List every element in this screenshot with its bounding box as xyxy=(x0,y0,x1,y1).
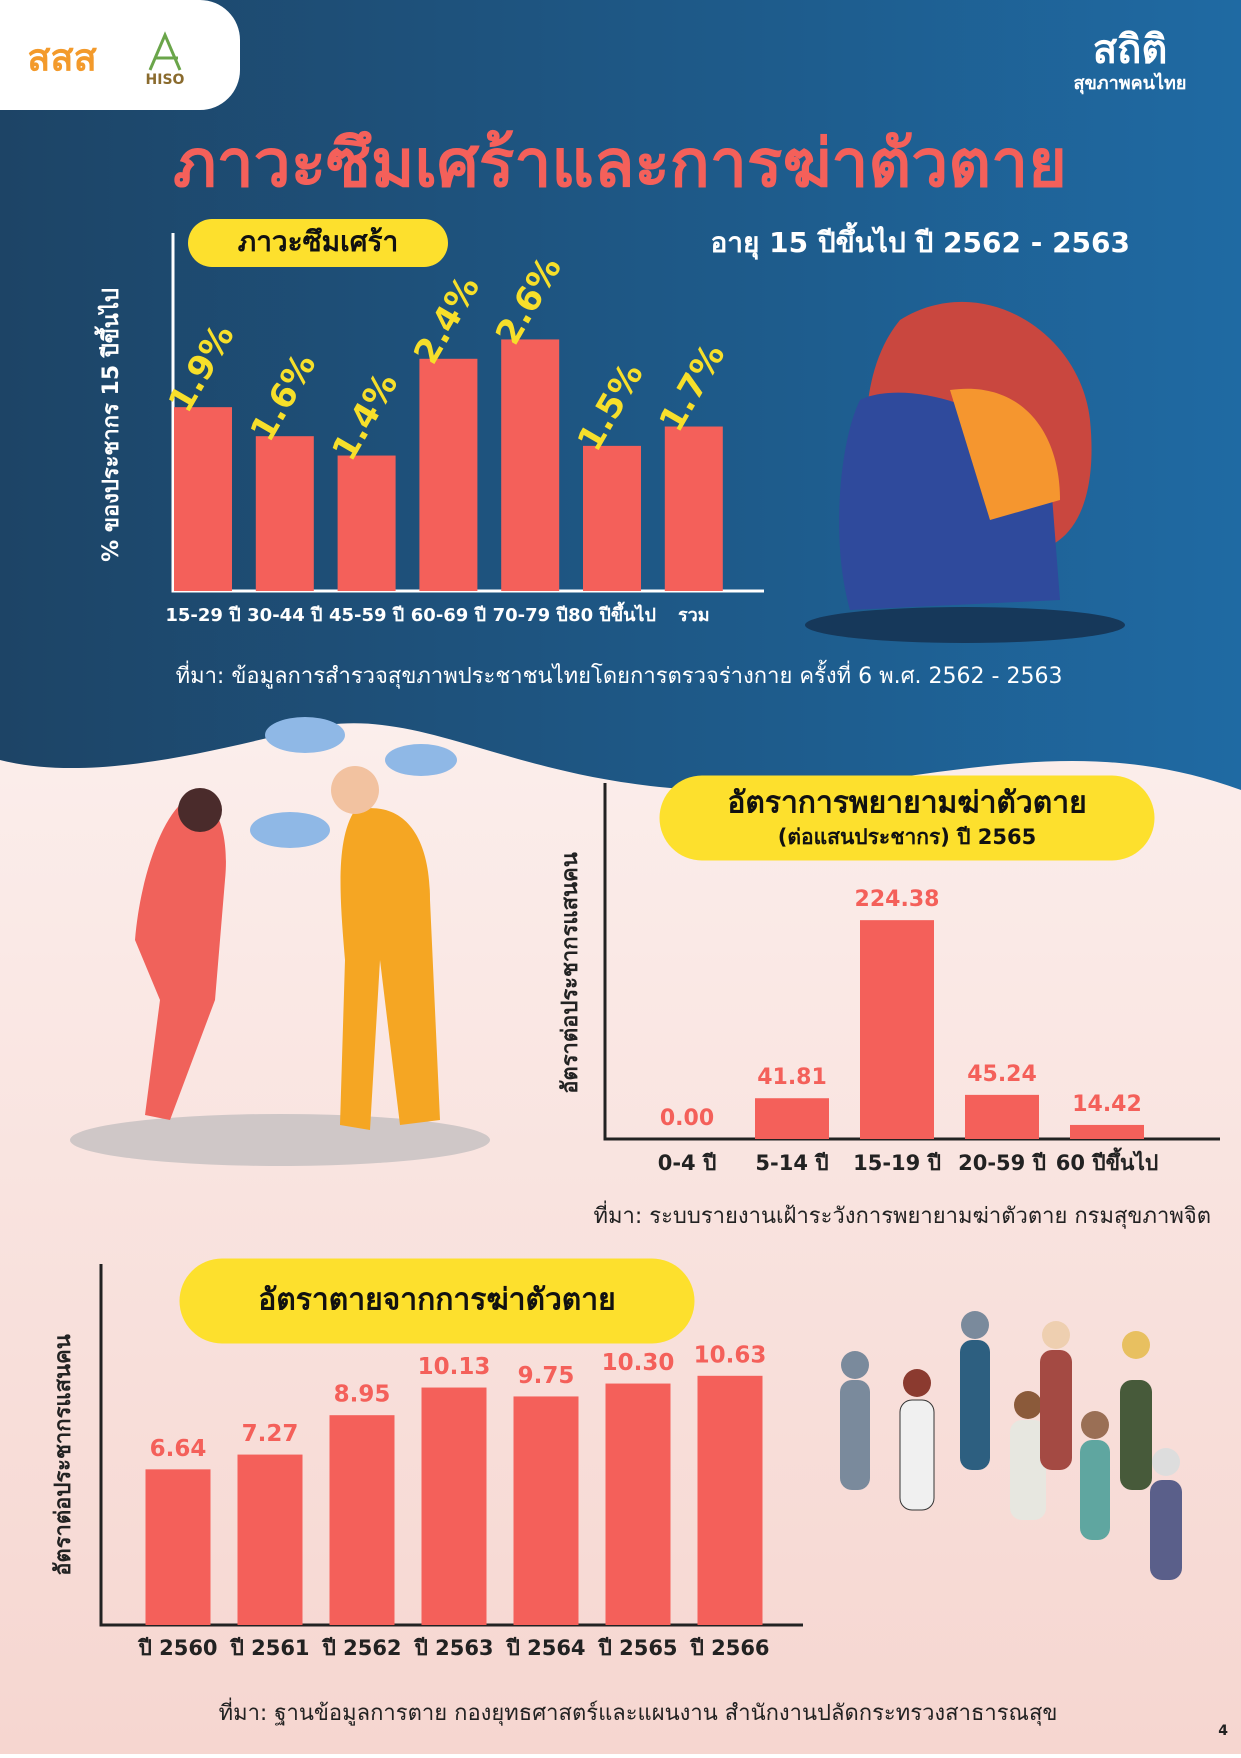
x-tick-label: 15-19 ปี xyxy=(853,1151,941,1175)
sad-man-head xyxy=(331,766,379,814)
cloud xyxy=(250,812,330,848)
value-label: 10.63 xyxy=(694,1342,767,1368)
value-label: 0.00 xyxy=(660,1106,714,1131)
cloud xyxy=(385,744,457,776)
bar xyxy=(419,358,478,591)
x-tick-label: 0-4 ปี xyxy=(658,1151,717,1175)
bar xyxy=(860,920,934,1139)
chart-title: อัตราตายจากการฆ่าตัวตาย xyxy=(258,1283,615,1318)
bar xyxy=(755,1098,829,1139)
x-tick-label: ปี 2565 xyxy=(597,1636,678,1660)
x-tick-label: ปี 2563 xyxy=(413,1636,494,1660)
bar xyxy=(421,1387,487,1625)
value-label: 224.38 xyxy=(855,887,940,912)
x-tick-label: 20-59 ปี xyxy=(958,1151,1046,1175)
bar xyxy=(337,455,396,591)
sad-man xyxy=(340,808,440,1130)
y-axis-label: % ของประชากร 15 ปีขึ้นไป xyxy=(94,288,124,562)
bar xyxy=(1070,1124,1144,1139)
shadow xyxy=(805,607,1125,643)
x-tick-label: 15-29 ปี xyxy=(165,605,240,626)
x-tick-label: ปี 2561 xyxy=(229,1636,310,1660)
x-tick-label: 70-79 ปี xyxy=(493,605,568,626)
page-number: 4 xyxy=(1218,1723,1228,1739)
x-tick-label: 30-44 ปี xyxy=(247,605,322,626)
x-tick-label: 5-14 ปี xyxy=(755,1151,828,1175)
chart-title: อัตราการพยายามฆ่าตัวตาย xyxy=(727,786,1086,821)
title-pill xyxy=(659,775,1155,861)
bar xyxy=(965,1094,1039,1139)
value-label: 10.13 xyxy=(418,1354,491,1380)
x-tick-label: 80 ปีขึ้นไป xyxy=(568,601,656,626)
title-pill xyxy=(179,1258,695,1344)
bar xyxy=(605,1383,671,1625)
bar xyxy=(583,445,641,591)
value-label: 8.95 xyxy=(334,1382,391,1408)
bar xyxy=(664,426,723,591)
bar xyxy=(697,1375,763,1625)
bar xyxy=(174,407,232,591)
logo-hiso-mark xyxy=(148,31,182,71)
crying-woman-head xyxy=(178,788,222,832)
bar xyxy=(255,436,314,591)
x-tick-label: ปี 2564 xyxy=(505,1636,586,1660)
x-tick-label: ปี 2566 xyxy=(689,1636,770,1660)
x-tick-label: 60 ปีขึ้นไป xyxy=(1056,1147,1158,1175)
cloud xyxy=(265,717,345,753)
logo-stat: สถิติ xyxy=(1093,27,1168,73)
value-label: 6.64 xyxy=(150,1436,207,1462)
source-note: ที่มา: ฐานข้อมูลการตาย กองยุทธศาสตร์และแ… xyxy=(219,1697,1058,1726)
chart-subtitle: (ต่อแสนประชากร) ปี 2565 xyxy=(778,825,1036,849)
logo-panel xyxy=(0,0,240,110)
x-tick-label: ปี 2562 xyxy=(321,1636,402,1660)
bar xyxy=(145,1469,211,1625)
crying-woman xyxy=(135,798,226,1120)
logo-stat-sub: สุขภาพคนไทย xyxy=(1074,72,1187,95)
value-label: 7.27 xyxy=(242,1421,299,1447)
source-note: ที่มา: ระบบรายงานเฝ้าระวังการพยายามฆ่าตั… xyxy=(594,1200,1211,1229)
chart-title: ภาวะซึมเศร้า xyxy=(238,225,399,258)
bar xyxy=(237,1454,303,1625)
bar xyxy=(329,1415,395,1625)
logo-hiso: HISO xyxy=(146,72,185,88)
crowd xyxy=(840,1311,1182,1580)
y-axis-label: อัตราต่อประชากรแสนคน xyxy=(51,1334,76,1576)
title-pill xyxy=(188,219,448,267)
value-label: 9.75 xyxy=(518,1363,575,1389)
x-tick-label: รวม xyxy=(678,605,710,626)
value-label: 10.30 xyxy=(602,1350,675,1376)
bar xyxy=(513,1396,579,1625)
value-label: 14.42 xyxy=(1072,1092,1142,1117)
shadow xyxy=(70,1114,490,1166)
bar xyxy=(501,339,560,591)
y-axis-label: อัตราต่อประชากรแสนคน xyxy=(558,852,583,1094)
value-label: 41.81 xyxy=(757,1065,827,1090)
x-tick-label: ปี 2560 xyxy=(137,1636,218,1660)
sad-woman-sweater xyxy=(950,388,1060,520)
main-title: ภาวะซึมเศร้าและการฆ่าตัวตาย xyxy=(173,125,1067,202)
x-tick-label: 45-59 ปี xyxy=(329,605,404,626)
value-label: 45.24 xyxy=(967,1062,1037,1087)
source-note: ที่มา: ข้อมูลการสำรวจสุขภาพประชาชนไทยโดย… xyxy=(176,660,1063,689)
subtitle: อายุ 15 ปีขึ้นไป ปี 2562 - 2563 xyxy=(710,221,1130,260)
logo-sss: สสส xyxy=(27,36,97,80)
x-tick-label: 60-69 ปี xyxy=(411,605,486,626)
axis-line xyxy=(171,233,764,593)
